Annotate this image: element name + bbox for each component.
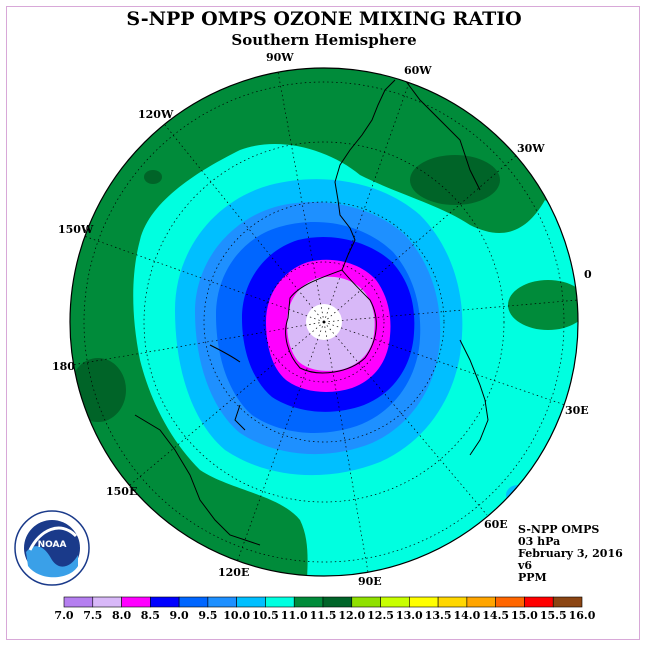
colorbar-tick-label: 10.0 xyxy=(223,609,250,622)
colorbar-swatch xyxy=(409,596,439,608)
patch-green-e xyxy=(508,280,578,330)
lon-label-180: 180 xyxy=(52,360,75,373)
map-title: S-NPP OMPS OZONE MIXING RATIO xyxy=(126,8,522,30)
colorbar-swatch xyxy=(437,596,468,608)
colorbar-swatch xyxy=(552,596,583,608)
colorbar-swatch xyxy=(293,596,324,608)
patch-dark-green-nw xyxy=(144,170,162,184)
colorbar-tick-label: 9.5 xyxy=(198,609,217,622)
colorbar-tick-label: 14.0 xyxy=(453,609,480,622)
patch-dark-green-w xyxy=(70,358,126,422)
info-level: 03 hPa xyxy=(518,535,561,548)
colorbar-swatch xyxy=(236,596,266,608)
lon-label-90e: 90E xyxy=(358,575,382,588)
colorbar-swatch xyxy=(351,596,381,608)
longitude-labels: 90W 60W 30W 0 30E 60E 90E 120E 150E 180 … xyxy=(52,51,592,588)
colorbar-tick-label: 14.5 xyxy=(482,609,509,622)
noaa-logo: NOAA xyxy=(14,510,90,586)
lon-label-90w: 90W xyxy=(266,51,294,64)
map-boundary xyxy=(69,67,579,577)
colorbar-tick-label: 11.5 xyxy=(310,609,337,622)
colorbar: 7.0 7.5 8.0 8.5 9.0 9.5 10.0 10.5 11.0 11.5 12.0 12… xyxy=(54,596,596,622)
lon-label-120w: 120W xyxy=(138,108,174,121)
colorbar-tick-label: 7.5 xyxy=(83,609,102,622)
colorbar-swatch xyxy=(207,596,237,608)
graticule xyxy=(71,71,579,573)
info-instrument: S-NPP OMPS xyxy=(518,523,600,536)
colorbar-tick-label: 8.5 xyxy=(141,609,160,622)
logo-text: NOAA xyxy=(38,540,67,550)
colorbar-tick-label: 9.0 xyxy=(170,609,189,622)
colorbar-tick-label: 10.5 xyxy=(252,609,279,622)
colorbar-tick-label: 12.5 xyxy=(367,609,394,622)
coastlines xyxy=(134,79,489,546)
figure-frame xyxy=(6,6,640,640)
colorbar-swatch xyxy=(466,596,496,608)
lon-label-150w: 150W xyxy=(58,223,94,236)
info-block: S-NPP OMPS 03 hPa February 3, 2016 v6 PP… xyxy=(518,524,623,584)
lon-label-0: 0 xyxy=(584,268,592,281)
colorbar-swatch xyxy=(265,596,295,608)
colorbar-swatch xyxy=(380,596,410,608)
map-subtitle: Southern Hemisphere xyxy=(231,31,417,49)
patch-dark-green-ne xyxy=(410,155,500,205)
info-date: February 3, 2016 xyxy=(518,547,623,560)
colorbar-swatch xyxy=(63,596,94,608)
colorbar-tick-label: 15.5 xyxy=(540,609,567,622)
colorbar-tick-label: 13.5 xyxy=(425,609,452,622)
colorbar-tick-label: 11.0 xyxy=(281,609,308,622)
lon-label-60e: 60E xyxy=(484,518,508,531)
colorbar-tick-label: 12.0 xyxy=(338,609,365,622)
info-version: v6 xyxy=(518,559,533,572)
colorbar-swatch xyxy=(121,596,151,608)
colorbar-swatch xyxy=(524,596,554,608)
colorbar-tick-label: 7.0 xyxy=(54,609,73,622)
lon-label-120e: 120E xyxy=(218,566,249,579)
colorbar-swatch xyxy=(92,596,122,608)
lon-label-150e: 150E xyxy=(106,485,137,498)
colorbar-tick-label: 8.0 xyxy=(112,609,131,622)
colorbar-swatch xyxy=(322,596,353,608)
colorbar-swatch xyxy=(178,596,209,608)
colorbar-tick-label: 15.0 xyxy=(511,609,538,622)
colorbar-swatch xyxy=(495,596,525,608)
colorbar-swatch xyxy=(150,596,180,608)
lon-label-60w: 60W xyxy=(404,64,432,77)
logo-wave-icon xyxy=(26,546,78,578)
ozone-contour-field xyxy=(70,68,578,576)
lon-label-30e: 30E xyxy=(565,404,589,417)
lon-label-30w: 30W xyxy=(517,142,545,155)
colorbar-tick-label: 16.0 xyxy=(569,609,596,622)
colorbar-tick-label: 13.0 xyxy=(396,609,423,622)
logo-bird-icon xyxy=(28,526,78,551)
info-units: PPM xyxy=(518,571,547,584)
